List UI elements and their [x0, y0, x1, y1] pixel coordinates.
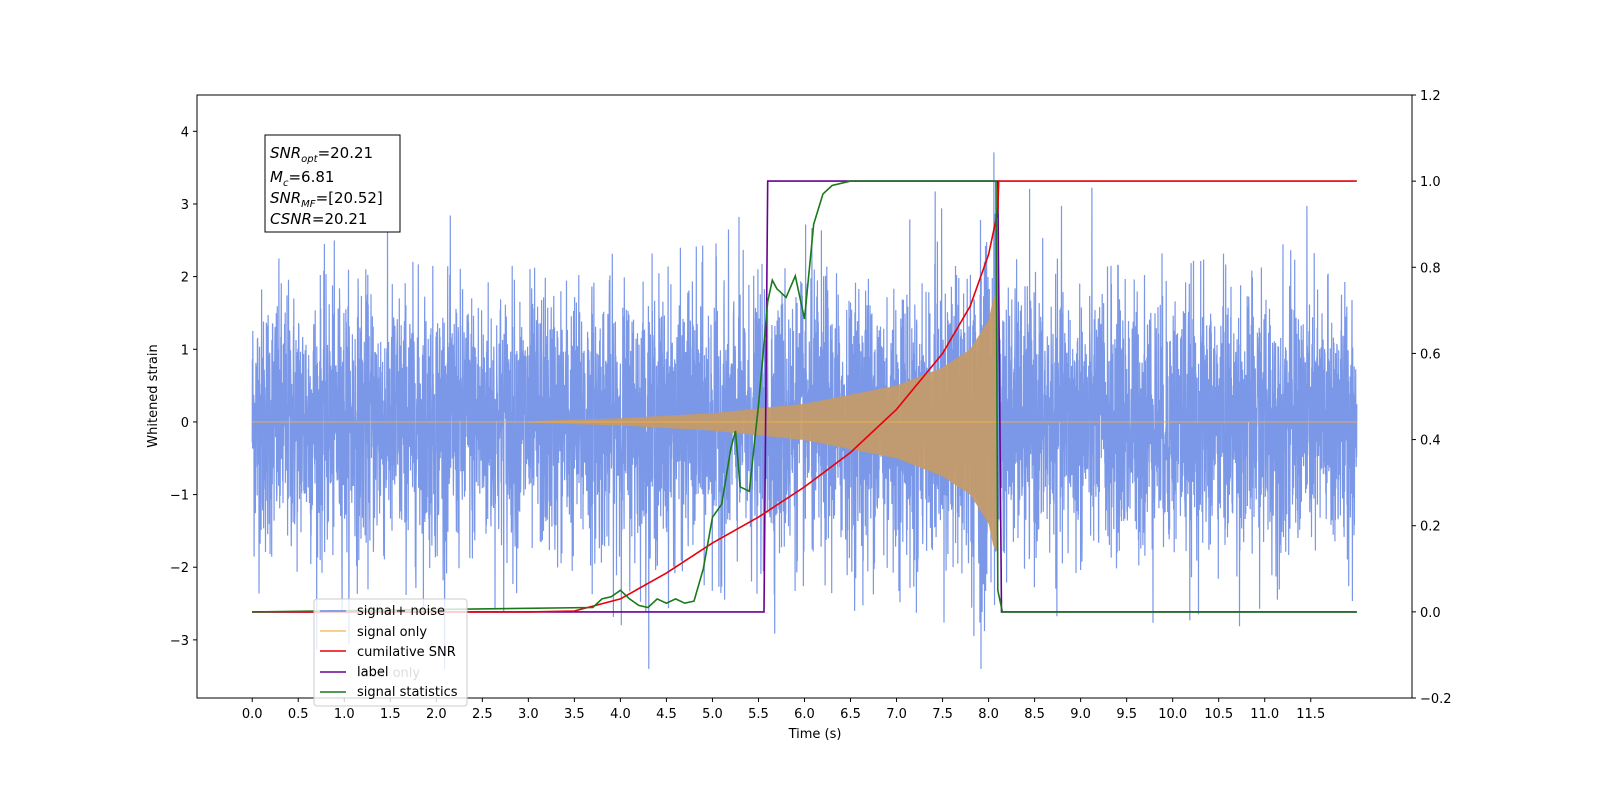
x-tick-label: 0.5 — [288, 707, 309, 722]
y2-tick-label: 0.0 — [1420, 606, 1441, 621]
x-tick-label: 8.0 — [978, 707, 999, 722]
x-tick-label: 9.0 — [1070, 707, 1091, 722]
annotation-box: SNRopt=20.21 Mc=6.81 SNRMF=[20.52] CSNR=… — [264, 134, 401, 233]
y-tick-label: −3 — [170, 634, 189, 649]
x-tick-label: 1.5 — [380, 707, 401, 722]
x-tick-label: 10.0 — [1158, 707, 1187, 722]
y-tick-label: 0 — [181, 416, 189, 431]
annotation-chirp-mass: Mc=6.81 — [270, 168, 334, 189]
y2-tick-label: −0.2 — [1420, 692, 1452, 707]
x-axis-label: Time (s) — [788, 727, 842, 742]
legend-label-label: label — [357, 665, 388, 680]
legend-label-signal-statistics: signal statistics — [357, 685, 458, 700]
x-tick-label: 2.0 — [426, 707, 447, 722]
annotation-csnr: CSNR=20.21 — [270, 210, 367, 228]
x-tick-label: 11.5 — [1296, 707, 1325, 722]
legend-frame — [313, 598, 468, 707]
x-tick-label: 3.5 — [564, 707, 585, 722]
x-tick-label: 3.0 — [518, 707, 539, 722]
x-tick-label: 5.5 — [748, 707, 769, 722]
x-tick-label: 6.5 — [840, 707, 861, 722]
y2-tick-label: 0.2 — [1420, 520, 1441, 535]
x-tick-label: 0.0 — [242, 707, 263, 722]
x-tick-label: 4.5 — [656, 707, 677, 722]
series-signal-noise — [251, 152, 1358, 669]
x-tick-label: 4.0 — [610, 707, 631, 722]
legend-ghost-text: label only — [357, 666, 420, 681]
x-tick-label: 1.0 — [334, 707, 355, 722]
legend-label-cumulative-snr: cumilative SNR — [357, 645, 456, 660]
x-axis: 0.0 0.5 1.0 1.5 2.0 2.5 3.0 3.5 4.0 4.5 5.0 5.5 6.0 6… — [242, 698, 1325, 722]
series-layer — [251, 152, 1358, 669]
y-tick-label: 3 — [181, 198, 189, 213]
x-tick-label: 7.0 — [886, 707, 907, 722]
legend-label-signal-only: signal only — [357, 625, 427, 640]
x-tick-label: 2.5 — [472, 707, 493, 722]
annotation-snr-mf: SNRMF=[20.52] — [270, 189, 383, 210]
x-tick-label: 11.0 — [1250, 707, 1279, 722]
y2-tick-label: 1.0 — [1420, 175, 1441, 190]
x-tick-label: 6.0 — [794, 707, 815, 722]
y-tick-label: 4 — [181, 125, 189, 140]
legend-label-signal-noise: signal+ noise — [357, 604, 445, 619]
y2-tick-label: 0.8 — [1420, 261, 1441, 276]
x-tick-label: 7.5 — [932, 707, 953, 722]
y2-tick-label: 1.2 — [1420, 89, 1441, 104]
y-tick-label: −2 — [170, 561, 189, 576]
y-tick-label: −1 — [170, 489, 189, 504]
legend: label only signal+ noise signal only cum… — [313, 598, 468, 707]
series-cumulative-snr — [252, 180, 1357, 613]
y-tick-label: 2 — [181, 271, 189, 286]
annotation-snr-opt: SNRopt=20.21 — [270, 144, 373, 165]
y2-tick-label: 0.6 — [1420, 347, 1441, 362]
x-tick-label: 10.5 — [1204, 707, 1233, 722]
x-tick-label: 5.0 — [702, 707, 723, 722]
y2-tick-label: 0.4 — [1420, 434, 1441, 449]
y-axis-left: 4 3 2 1 0 −1 −2 −3 — [170, 125, 197, 649]
annotation-frame — [264, 134, 401, 233]
y-tick-label: 1 — [181, 343, 189, 358]
y-axis-right: 1.2 1.0 0.8 0.6 0.4 0.2 0.0 −0.2 — [1412, 89, 1452, 707]
x-tick-label: 8.5 — [1024, 707, 1045, 722]
series-signal-statistics — [252, 180, 1357, 613]
x-tick-label: 9.5 — [1116, 707, 1137, 722]
y-axis-label: Whitened strain — [146, 344, 161, 447]
